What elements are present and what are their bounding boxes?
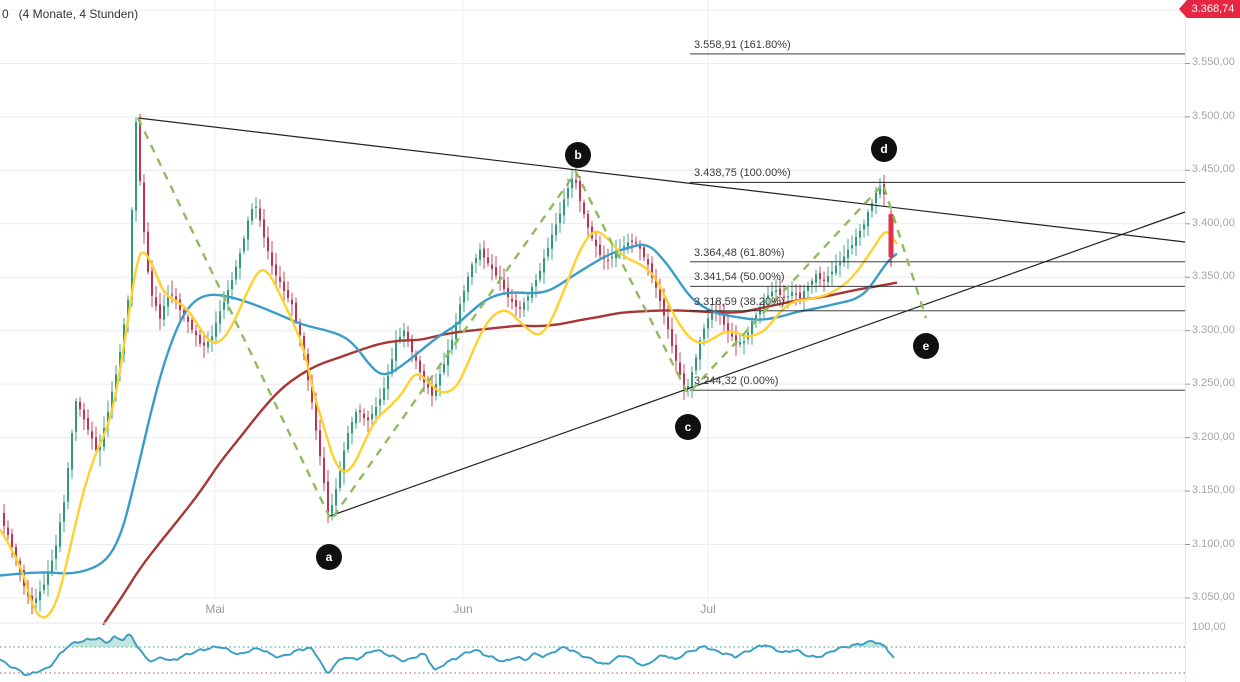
last-price-badge: 3.368,74 xyxy=(1179,0,1240,18)
chart-title: 0 (4 Monate, 4 Stunden) xyxy=(2,7,139,21)
